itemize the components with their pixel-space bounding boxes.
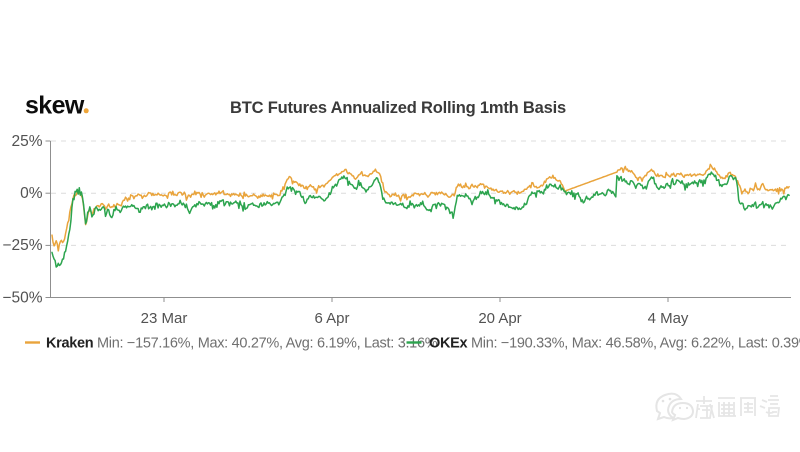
svg-text:4 May: 4 May — [648, 310, 689, 327]
svg-text:Min: −190.33%, Max: 46.58%, Av: Min: −190.33%, Max: 46.58%, Avg: 6.22%, … — [471, 335, 800, 351]
svg-text:−50%: −50% — [2, 289, 42, 306]
svg-text:25%: 25% — [11, 133, 42, 150]
svg-text:−25%: −25% — [2, 237, 42, 254]
svg-text:20 Apr: 20 Apr — [478, 310, 521, 327]
svg-text:6 Apr: 6 Apr — [314, 310, 349, 327]
svg-text:23 Mar: 23 Mar — [141, 310, 188, 327]
svg-text:Kraken: Kraken — [46, 335, 93, 351]
svg-text:OKEx: OKEx — [429, 335, 468, 351]
svg-text:0%: 0% — [20, 185, 43, 202]
svg-text:skew: skew — [25, 92, 85, 120]
svg-text:BTC Futures Annualized Rolling: BTC Futures Annualized Rolling 1mth Basi… — [230, 99, 566, 117]
svg-text:Min: −157.16%, Max: 40.27%, Av: Min: −157.16%, Max: 40.27%, Avg: 6.19%, … — [97, 335, 438, 351]
